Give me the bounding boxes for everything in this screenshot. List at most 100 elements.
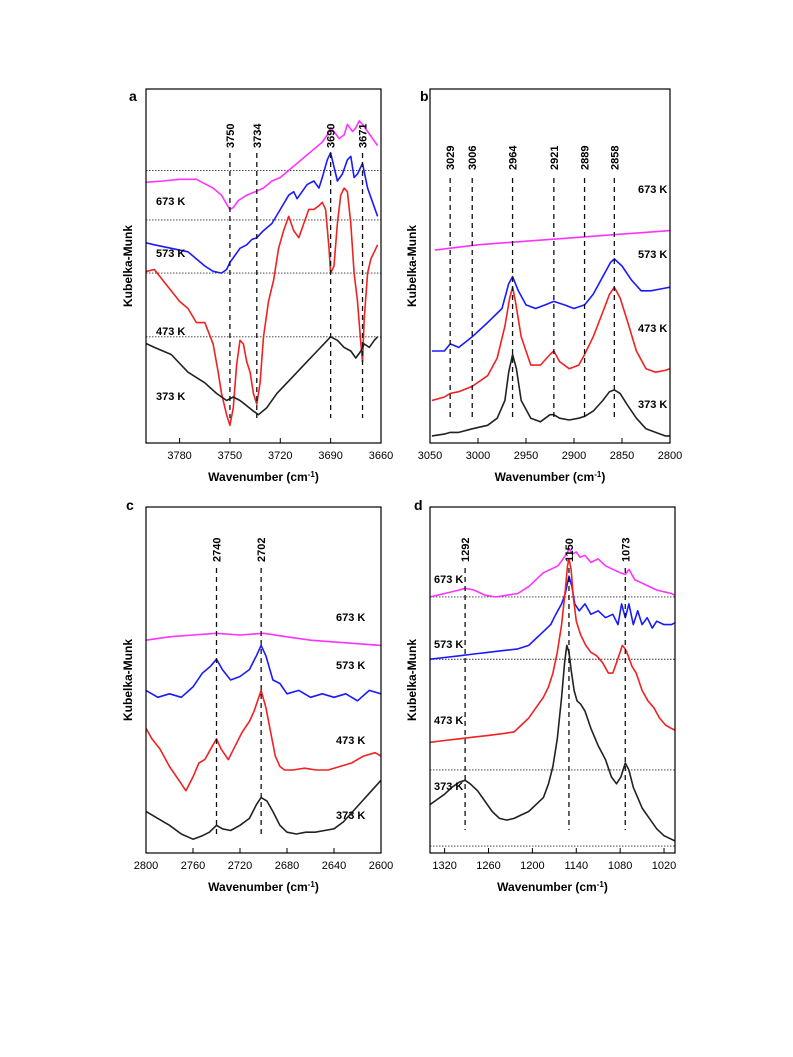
series-line-573K	[430, 575, 675, 660]
x-tick-label: 3000	[466, 450, 490, 462]
panel-letter: d	[414, 497, 423, 513]
x-axis-label: Wavenumber (cm-1)	[208, 880, 319, 895]
x-tick-label: 1320	[432, 860, 456, 872]
series-label: 473 K	[434, 715, 463, 727]
plot-frame	[429, 506, 676, 854]
plot-frame	[429, 88, 671, 444]
x-axis-label-sup: -1	[308, 470, 316, 479]
x-tick-label: 2850	[610, 450, 634, 462]
series-label: 673 K	[434, 574, 463, 586]
series-line-473K	[146, 689, 381, 792]
series-label: 673 K	[336, 612, 365, 624]
x-axis-label-main: Wavenumber (cm	[495, 470, 595, 484]
series-line-573K	[431, 258, 670, 352]
x-axis-label-main: Wavenumber (cm	[208, 880, 308, 894]
x-tick-label: 2760	[181, 860, 205, 872]
panel-letter: b	[420, 88, 429, 104]
plot-frame	[145, 506, 382, 854]
x-tick-label: 3050	[418, 450, 442, 462]
y-axis-label: Kubelka-Munk	[121, 639, 135, 721]
series-label: 573 K	[638, 249, 667, 261]
panel-letter: c	[126, 497, 134, 513]
panel-d: 673 K 573 K 473 K 373 K 1292 1150 1073 1320 1260…	[405, 497, 676, 894]
peak-label: 3734	[252, 123, 264, 148]
x-tick-label: 3690	[318, 450, 342, 462]
x-tick-label: 1020	[652, 860, 676, 872]
x-tick-label: 2900	[562, 450, 586, 462]
series-label: 473 K	[336, 735, 365, 747]
series-label: 573 K	[336, 660, 365, 672]
series-line-373K	[431, 353, 670, 437]
x-tick-label: 1200	[520, 860, 544, 872]
x-tick-label: 2680	[275, 860, 299, 872]
series-line-573K	[146, 151, 379, 274]
x-tick-label: 3780	[167, 450, 191, 462]
x-axis-label: Wavenumber (cm-1)	[208, 470, 319, 485]
x-axis-label-sup: -1	[308, 880, 316, 889]
peak-label: 1150	[564, 538, 576, 562]
series-label: 373 K	[434, 781, 463, 793]
panel-letter: a	[129, 88, 137, 104]
panel-b: 673 K 573 K 473 K 373 K 3029 3006 2964 2921 2889…	[405, 88, 682, 484]
series-label: 373 K	[638, 399, 667, 411]
series-line-473K	[146, 187, 379, 427]
x-tick-label: 2950	[514, 450, 538, 462]
series-line-473K	[431, 286, 670, 402]
y-axis-label: Kubelka-Munk	[405, 639, 419, 721]
peak-label: 2889	[580, 146, 592, 170]
series-label: 673 K	[638, 184, 667, 196]
peak-label: 3029	[445, 146, 457, 170]
peak-label: 3690	[326, 124, 338, 148]
peak-label: 1073	[620, 538, 632, 562]
x-tick-label: 3720	[268, 450, 292, 462]
series-line-473K	[430, 558, 675, 744]
x-tick-label: 3660	[369, 450, 393, 462]
x-tick-label: 1260	[476, 860, 500, 872]
series-label: 373 K	[156, 391, 185, 403]
series-line-373K	[430, 644, 675, 842]
series-line-573K	[146, 644, 381, 702]
series-label: 673 K	[156, 196, 185, 208]
x-tick-label: 2800	[658, 450, 682, 462]
x-axis-label-sup: -1	[597, 880, 605, 889]
series-label: 573 K	[156, 248, 185, 260]
series-line-673K	[146, 632, 381, 647]
y-axis-label: Kubelka-Munk	[405, 225, 419, 307]
x-tick-label: 2600	[369, 860, 393, 872]
series-line-673K	[430, 547, 675, 598]
x-axis-label: Wavenumber (cm-1)	[495, 470, 606, 485]
peak-label: 2702	[256, 538, 268, 562]
x-axis-label-sup: -1	[594, 470, 602, 479]
series-line-373K	[146, 336, 379, 416]
peak-label: 2740	[212, 538, 224, 562]
panel-c: 673 K 573 K 473 K 373 K 2740 2702 2800 2760 2720…	[121, 497, 393, 894]
x-axis-label-end: )	[315, 470, 319, 484]
series-label: 473 K	[638, 323, 667, 335]
x-tick-label: 2640	[322, 860, 346, 872]
x-tick-label: 2720	[228, 860, 252, 872]
series-line-673K	[434, 229, 670, 251]
peak-label: 2921	[549, 146, 561, 170]
peak-label: 3006	[467, 146, 479, 170]
x-tick-label: 1080	[608, 860, 632, 872]
series-label: 473 K	[156, 326, 185, 338]
y-axis-label: Kubelka-Munk	[121, 225, 135, 307]
peak-label: 3750	[225, 124, 237, 148]
series-label: 373 K	[336, 810, 365, 822]
plot-frame	[145, 88, 382, 444]
panel-a: 673 K 573 K 473 K 373 K 3750 3734 3690 3671 3780…	[121, 88, 393, 484]
series-line-673K	[146, 120, 379, 211]
series-label: 573 K	[434, 639, 463, 651]
x-axis-label-end: )	[601, 470, 605, 484]
x-axis-label-end: )	[315, 880, 319, 894]
series-line-373K	[146, 779, 381, 840]
x-axis-label-main: Wavenumber (cm	[497, 880, 597, 894]
peak-label: 1292	[460, 538, 472, 562]
x-tick-label: 3750	[218, 450, 242, 462]
x-axis-label-main: Wavenumber (cm	[208, 470, 308, 484]
x-axis-label: Wavenumber (cm-1)	[497, 880, 608, 895]
x-tick-label: 1140	[564, 860, 588, 872]
x-tick-label: 2800	[134, 860, 158, 872]
peak-label: 3671	[358, 124, 370, 148]
